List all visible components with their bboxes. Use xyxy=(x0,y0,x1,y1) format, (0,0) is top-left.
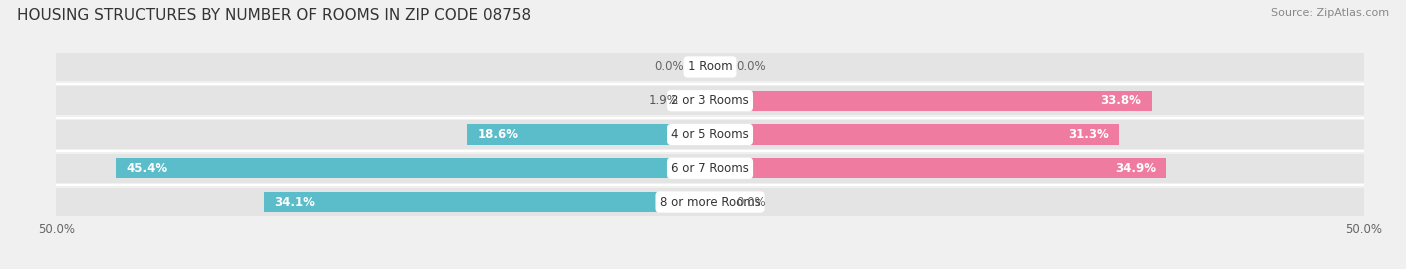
Bar xyxy=(56,154,1364,183)
Text: 2 or 3 Rooms: 2 or 3 Rooms xyxy=(671,94,749,107)
Bar xyxy=(710,158,1167,178)
Text: 4 or 5 Rooms: 4 or 5 Rooms xyxy=(671,128,749,141)
Text: 34.1%: 34.1% xyxy=(274,196,315,208)
Bar xyxy=(117,158,710,178)
Text: 6 or 7 Rooms: 6 or 7 Rooms xyxy=(671,162,749,175)
Text: 0.0%: 0.0% xyxy=(737,196,766,208)
Bar xyxy=(56,188,1364,216)
Text: 0.0%: 0.0% xyxy=(737,61,766,73)
Text: 31.3%: 31.3% xyxy=(1069,128,1109,141)
Text: 1.9%: 1.9% xyxy=(648,94,679,107)
Text: 0.0%: 0.0% xyxy=(654,61,683,73)
Bar xyxy=(264,192,710,212)
Text: 33.8%: 33.8% xyxy=(1101,94,1142,107)
Bar xyxy=(710,91,1152,111)
Text: 34.9%: 34.9% xyxy=(1115,162,1156,175)
Text: 8 or more Rooms: 8 or more Rooms xyxy=(659,196,761,208)
Bar xyxy=(685,91,710,111)
Bar xyxy=(56,120,1364,149)
Text: HOUSING STRUCTURES BY NUMBER OF ROOMS IN ZIP CODE 08758: HOUSING STRUCTURES BY NUMBER OF ROOMS IN… xyxy=(17,8,531,23)
Bar xyxy=(56,86,1364,115)
Legend: Owner-occupied, Renter-occupied: Owner-occupied, Renter-occupied xyxy=(586,264,834,269)
Text: 1 Room: 1 Room xyxy=(688,61,733,73)
Text: Source: ZipAtlas.com: Source: ZipAtlas.com xyxy=(1271,8,1389,18)
Bar xyxy=(710,124,1119,145)
Text: 18.6%: 18.6% xyxy=(477,128,519,141)
Bar xyxy=(467,124,710,145)
Text: 45.4%: 45.4% xyxy=(127,162,167,175)
Bar xyxy=(56,53,1364,81)
